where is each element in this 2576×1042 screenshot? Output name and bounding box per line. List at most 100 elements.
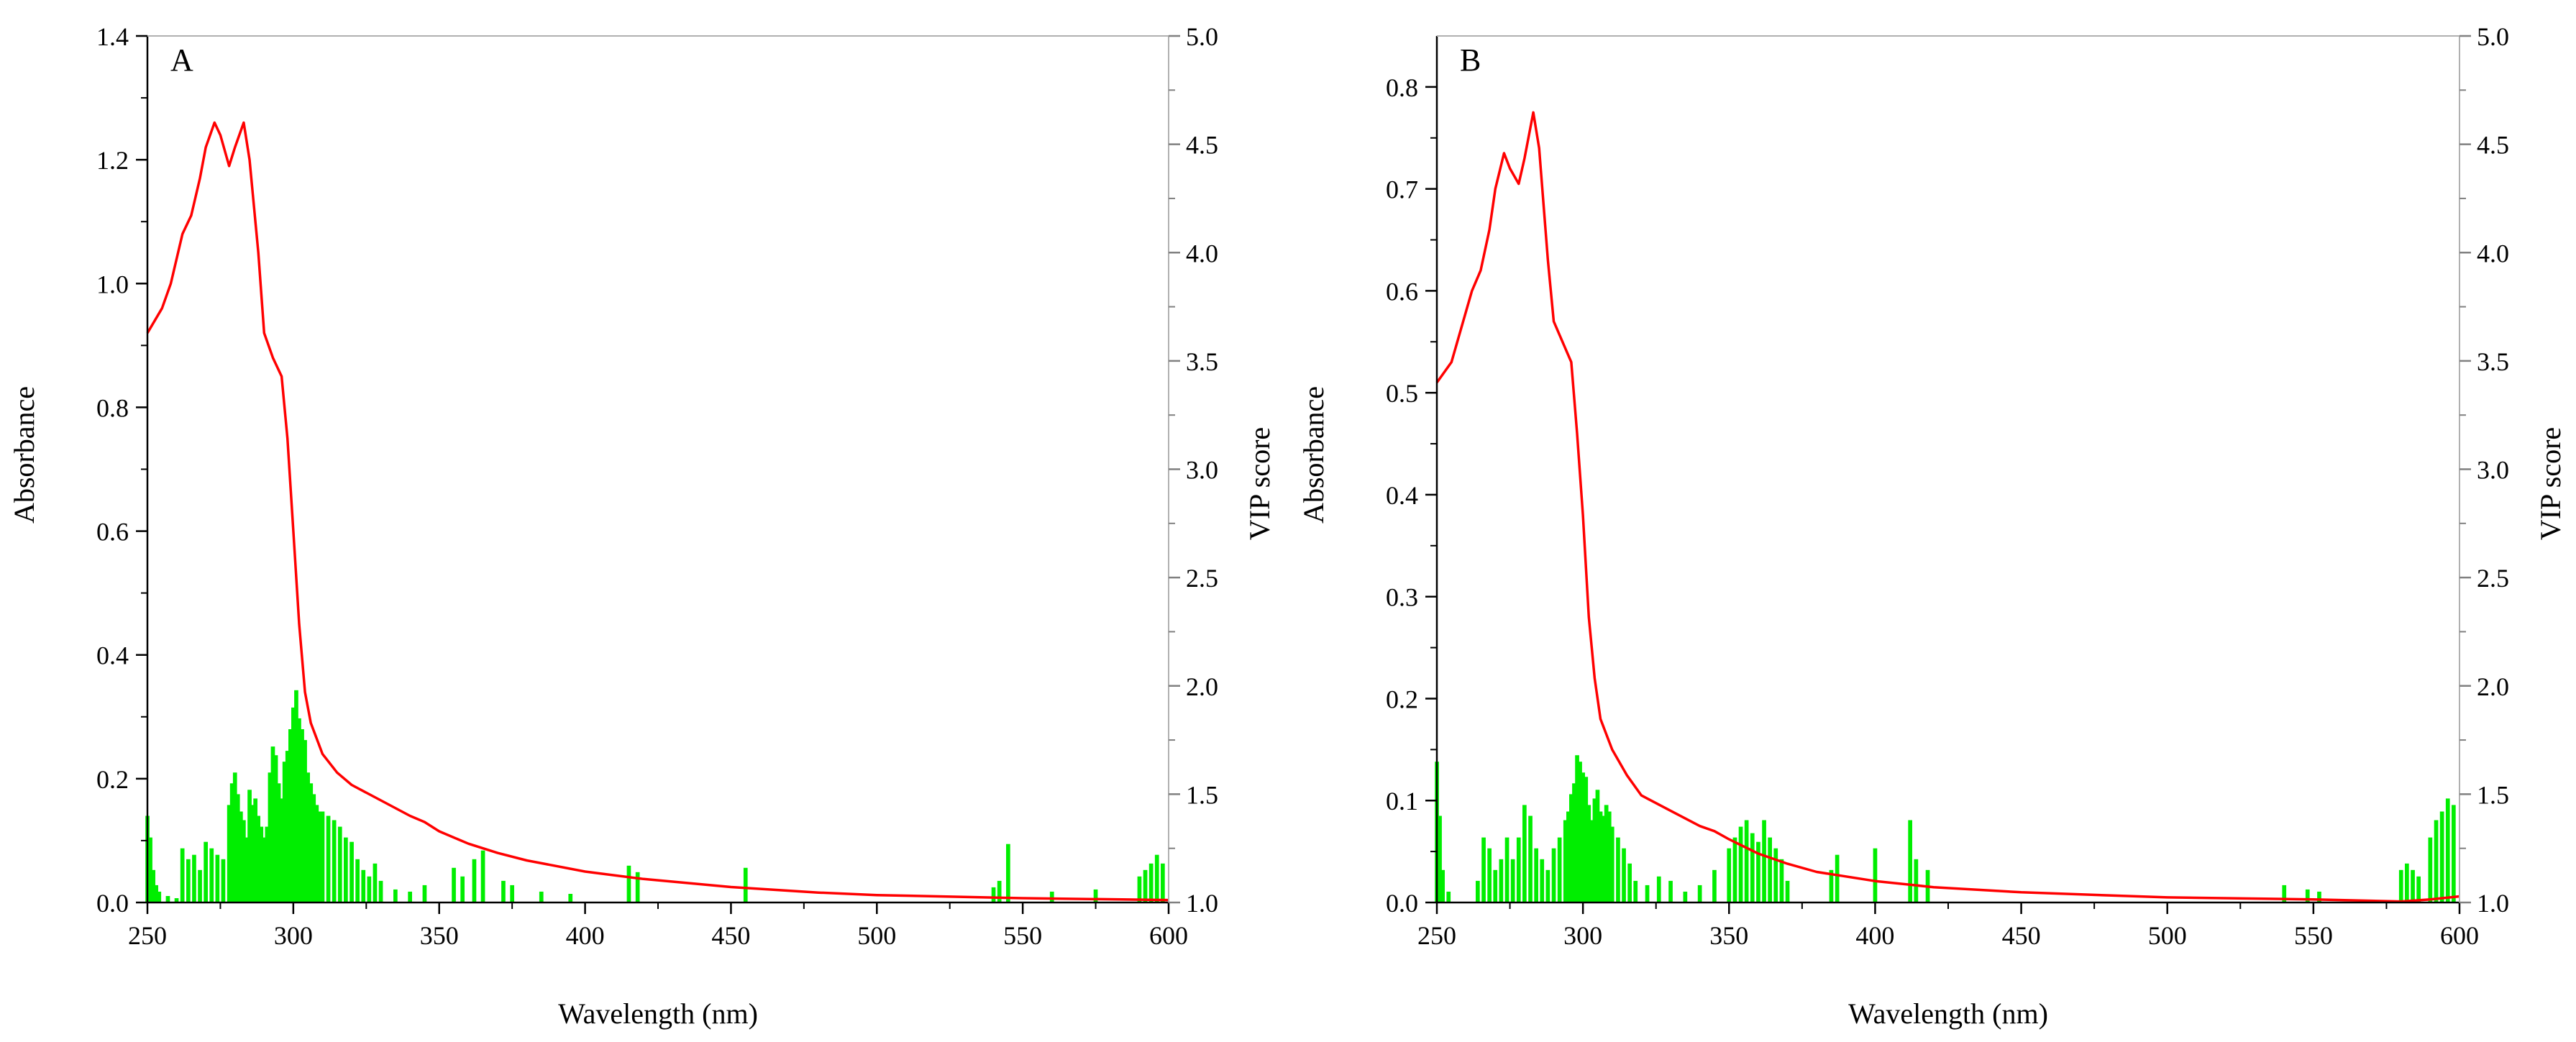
x-tick-label: 400 [566,921,605,950]
vip-bar [311,794,316,902]
vip-bar [1575,755,1579,902]
vip-bar [2434,820,2439,902]
x-tick-label: 250 [128,921,167,950]
y-left-tick-label: 0.4 [1386,481,1418,510]
x-tick-label: 450 [711,921,750,950]
y-right-tick-label: 3.5 [2477,347,2509,376]
vip-bar [1829,869,1834,902]
vip-bar [991,887,996,902]
vip-bar [1768,837,1772,902]
absorbance-line-b [1435,111,2460,903]
vip-bar [1908,820,1912,902]
y-left-tick-label: 0.0 [96,889,129,918]
panel-label: A [170,42,193,78]
vip-bar [472,859,477,903]
vip-bar [1589,820,1594,902]
vip-bar [1545,869,1550,902]
vip-bar [268,772,273,903]
y-right-tick-label: 2.5 [2477,564,2509,593]
vip-bar [239,811,243,902]
vip-bar [247,790,252,902]
vip-bar [1493,869,1498,902]
vip-bar [282,762,287,902]
vip-bar [229,783,234,902]
vip-bar [154,885,158,902]
vip-bar [344,837,348,902]
y-left-tick-label: 0.6 [1386,277,1418,306]
vip-bar [1540,859,1545,903]
y-right-tick-label: 4.5 [1186,131,1218,160]
x-tick-label: 500 [857,921,896,950]
vip-bar [276,783,281,902]
vip-bar [1595,790,1600,902]
vip-bar [1440,869,1445,902]
vip-bar [1744,820,1749,902]
vip-bar [1438,815,1442,902]
y-right-tick-label: 3.5 [1186,347,1218,376]
vip-bar [1504,837,1509,902]
vip-bar [539,891,544,902]
vip-bar [1499,859,1504,903]
x-tick-label: 250 [1417,921,1456,950]
vip-bar [314,805,319,902]
y-left-tick-label: 0.2 [96,765,129,794]
vip-bar [297,718,301,902]
vip-bar [378,880,383,902]
vip-bar [743,867,748,902]
vip-bar [393,889,398,902]
vip-bar [294,690,298,902]
vip-bar [997,880,1002,902]
vip-bar [262,837,267,902]
vip-bar [1563,820,1568,902]
vip-bar [326,815,331,902]
vip-bar [180,848,185,902]
vip-bars-b [1435,755,2456,903]
vip-bar [1534,848,1538,902]
panel-a: 250 300 350 400 450 500 550 600 0.0 0.2 0.4 0.6 0.8 1… [8,22,1276,1030]
x-tick-label: 600 [1149,921,1188,950]
vip-bar [1572,783,1576,902]
vip-bar [1712,869,1717,902]
vip-bar [1148,863,1154,902]
vip-bar [1656,876,1661,902]
vip-bar [373,863,378,902]
vip-bar [174,898,179,902]
vip-bar [245,837,249,902]
vip-bar [2439,811,2444,902]
vip-bar [1578,762,1582,902]
vip-bar [265,826,270,902]
y-right-tick-label: 2.0 [1186,672,1218,701]
vip-bar [1622,848,1626,902]
vip-bar [1528,815,1533,902]
vip-bar [2317,891,2321,902]
vip-bar [1581,772,1585,903]
vip-bar [1779,859,1784,903]
x-tick-label: 400 [1855,921,1894,950]
vip-bar [1481,837,1486,902]
vip-bar [1914,859,1919,903]
y-left-tick-label: 0.1 [1386,787,1418,815]
vip-bar [1137,876,1142,902]
vip-bar [2428,837,2433,902]
vip-bar [2405,863,2409,902]
x-tick-label: 550 [1003,921,1042,950]
y-right-tick-label: 3.0 [1186,456,1218,485]
x-tick-label: 300 [1563,921,1602,950]
vip-bar [2305,889,2310,902]
vip-bar [186,859,191,903]
vip-bar [1154,854,1159,902]
vip-bar [1773,848,1778,902]
y-left-tick-label: 0.4 [96,641,129,670]
x-tick-label: 550 [2294,921,2333,950]
y-left-tick-label: 1.2 [96,146,129,175]
vip-bar [215,854,220,902]
vip-bar [235,794,240,902]
vip-bar [317,811,322,902]
vip-bar [635,872,640,902]
vip-bar [273,755,278,902]
vip-bar [285,751,290,902]
vip-bar [2452,805,2456,902]
vip-bar [1598,811,1603,902]
y-right-tick-label: 1.0 [1186,889,1218,918]
vip-bar [232,772,237,903]
